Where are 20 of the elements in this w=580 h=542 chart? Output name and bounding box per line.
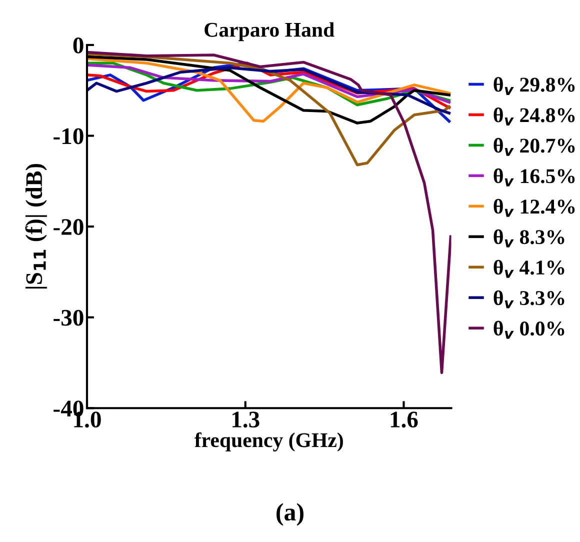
legend-label: θ$_{v}$ 12.4%: [494, 198, 575, 217]
y-tick-label: 0: [73, 37, 84, 54]
y-axis-title: |S$_{11}$ (f)| (dB): [25, 164, 47, 289]
legend-label: θ$_{v}$ 16.5%: [494, 168, 575, 186]
legend-label: θ$_{v}$ 29.8%: [494, 76, 575, 95]
x-axis-title: frequency (GHz): [194, 432, 343, 452]
legend-label: θ$_{v}$ 20.7%: [494, 138, 575, 156]
legend-label: θ$_{v}$ 3.3%: [494, 290, 564, 308]
chart-title: Carparo Hand: [204, 22, 334, 42]
y-tick-label: -10: [54, 128, 84, 144]
x-tick-label: 1.3: [232, 412, 260, 428]
y-tick-label: -20: [54, 219, 84, 235]
legend-label: θ$_{v}$ 0.0%: [494, 320, 564, 339]
legend-label: θ$_{v}$ 4.1%: [494, 260, 564, 278]
y-tick-label: -30: [54, 310, 84, 326]
line-series: [87, 50, 452, 374]
legend-label: θ$_{v}$ 24.8%: [494, 107, 575, 126]
text: (a): [276, 503, 304, 526]
x-tick-label: 1.6: [390, 412, 418, 428]
legend-label: θ$_{v}$ 8.3%: [494, 229, 564, 248]
